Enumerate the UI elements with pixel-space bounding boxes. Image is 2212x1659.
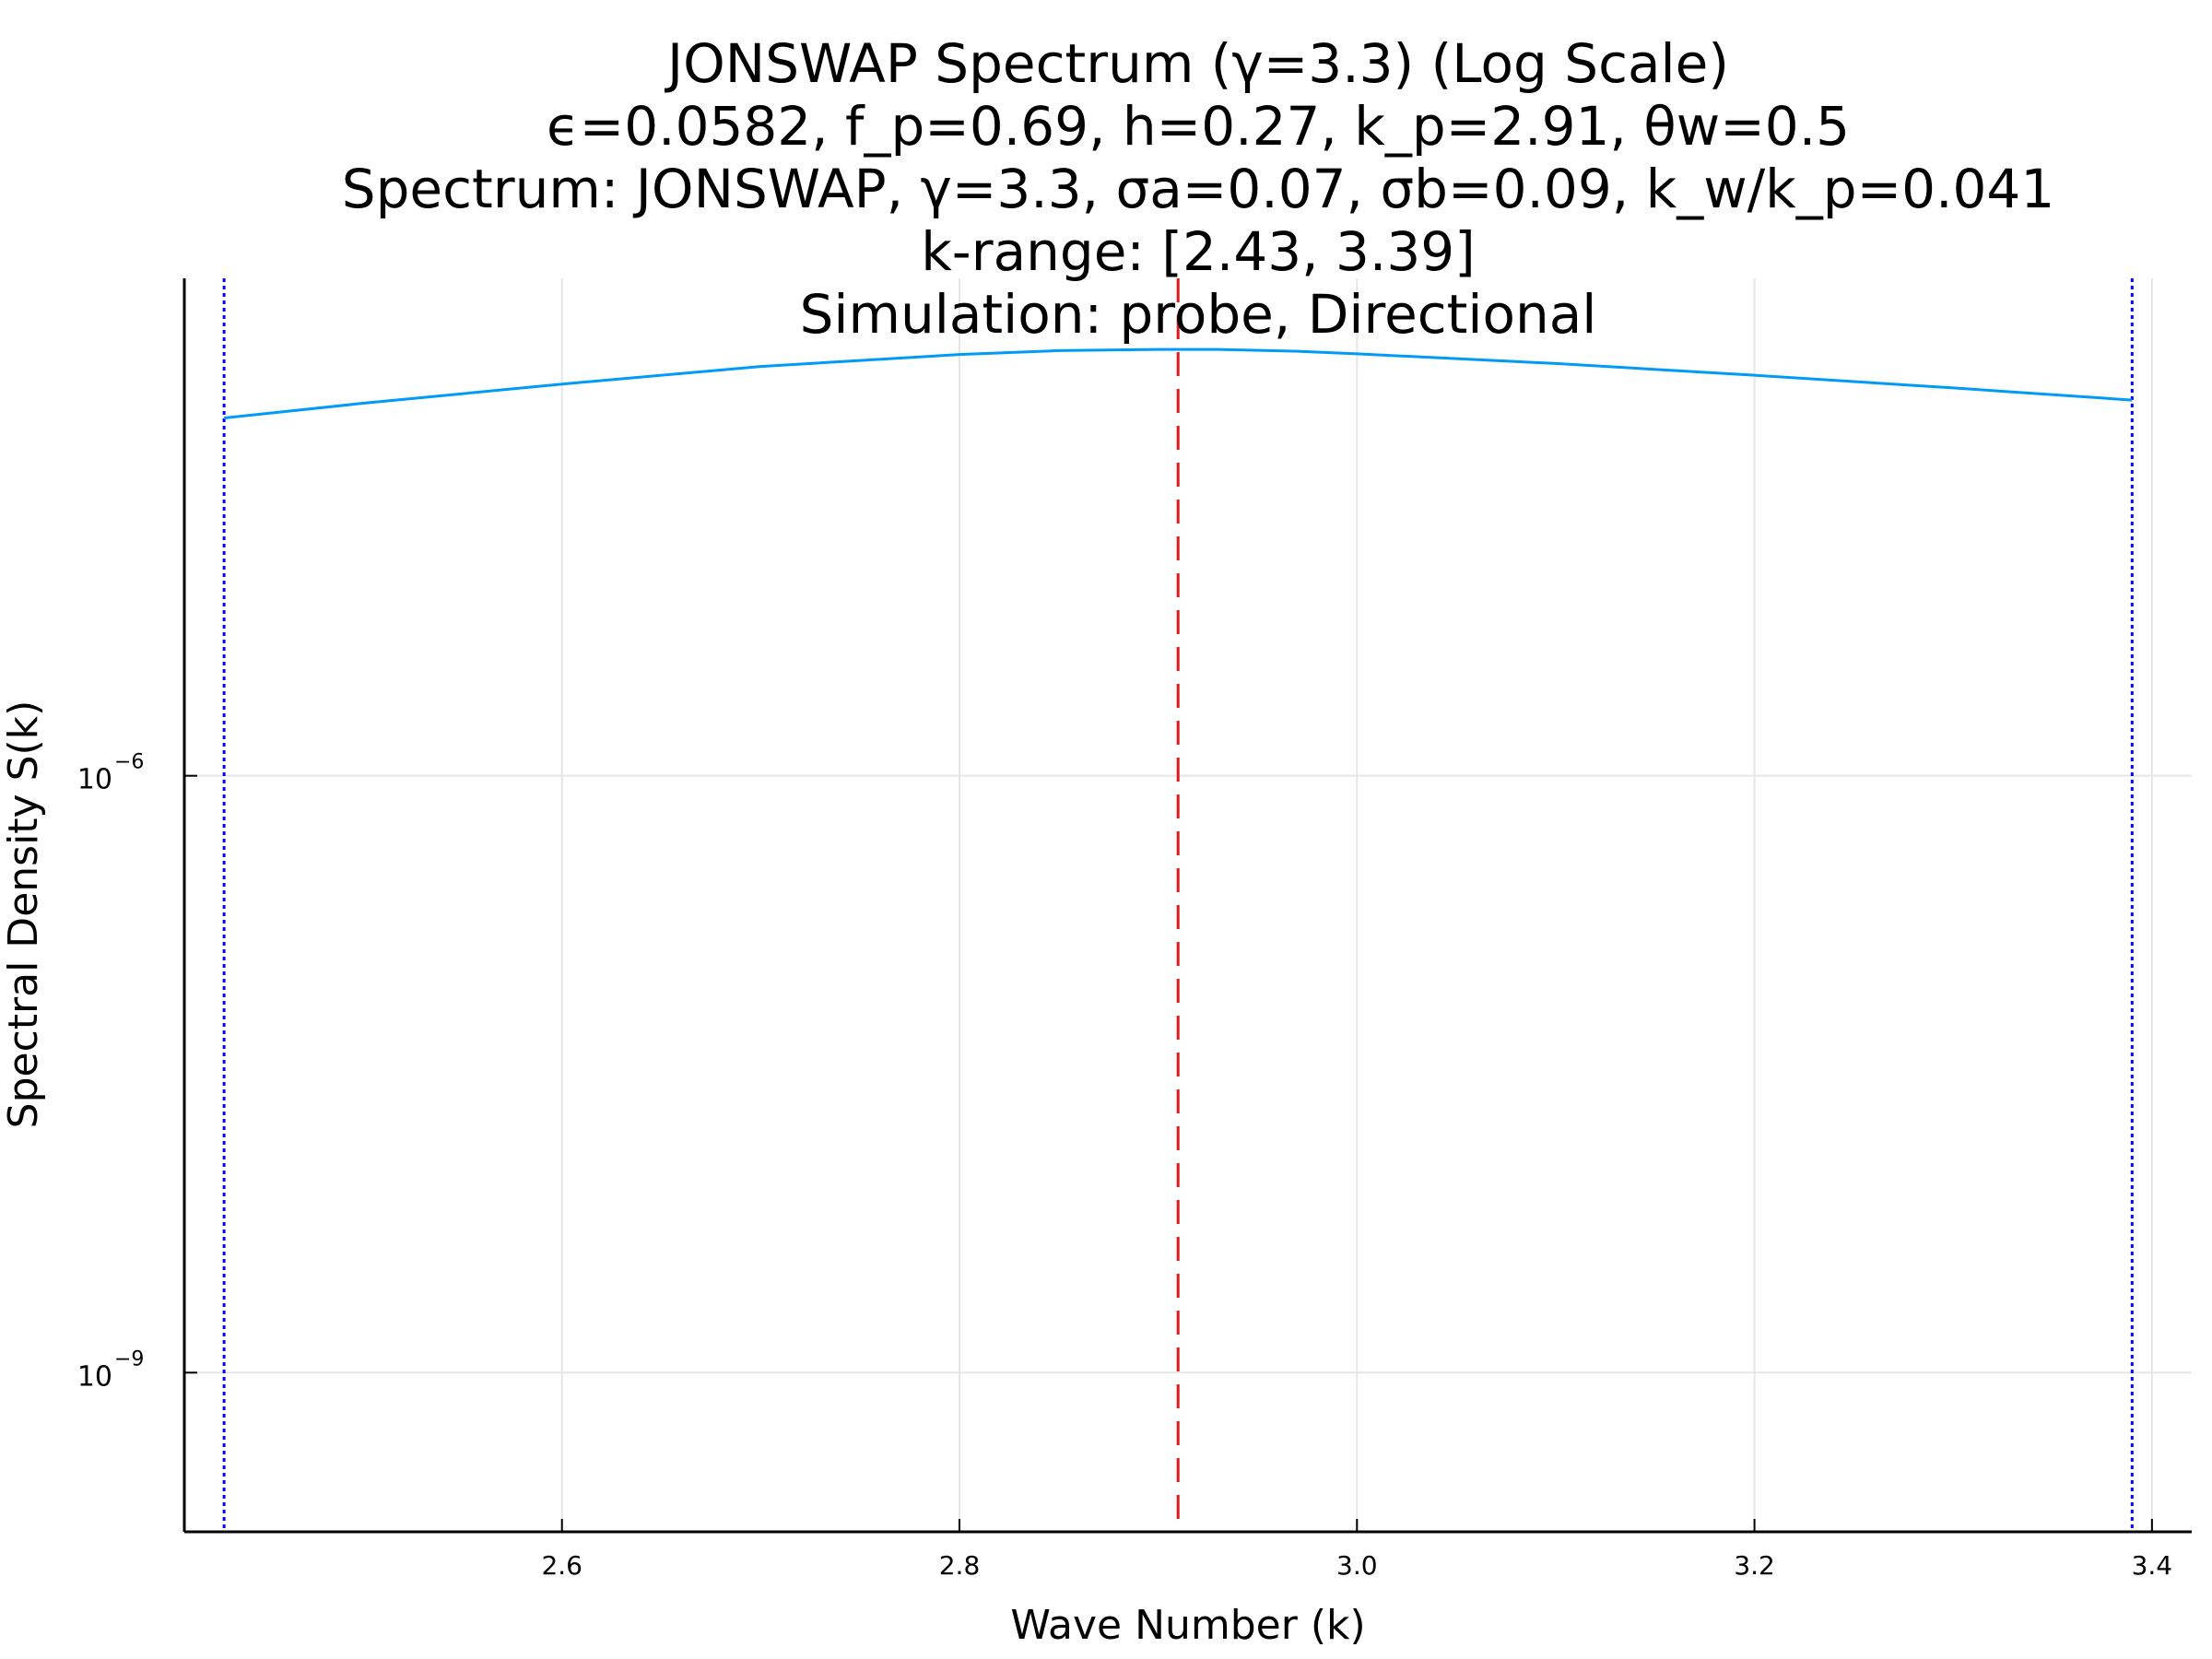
y-tick-label: 10 [77,1360,112,1393]
series-line [223,347,2133,420]
x-tick-label: 2.6 [541,1550,582,1581]
y-axis-label: Spectral Density S(k) [0,700,47,1129]
title-line-5: Simulation: probe, Directional [799,283,1597,346]
title-line-1: JONSWAP Spectrum (γ=3.3) (Log Scale) [667,32,1729,95]
axes [182,278,2192,1534]
x-axis-label: Wave Number (k) [1010,1602,1365,1649]
y-tick-exponent: −9 [114,1347,144,1371]
x-ticks: 2.6 2.8 3.0 3.2 3.4 [541,1519,2172,1581]
reference-lines [222,278,2134,1532]
x-tick-label: 3.2 [1734,1550,1775,1581]
x-tick-label: 2.8 [939,1550,981,1581]
series [223,347,2133,420]
y-ticks: 10−610−9 [77,751,197,1393]
x-tick-label: 3.0 [1336,1550,1378,1581]
title-line-2: ϵ=0.0582, f_p=0.69, h=0.27, k_p=2.91, θw… [546,95,1851,158]
y-tick-exponent: −6 [114,751,144,774]
grid [184,278,2192,1532]
x-tick-label: 3.4 [2132,1550,2173,1581]
title-line-4: k-range: [2.43, 3.39] [921,220,1476,283]
title-line-3: Spectrum: JONSWAP, γ=3.3, σa=0.07, σb=0.… [341,158,2055,220]
y-tick-label: 10 [77,764,112,796]
